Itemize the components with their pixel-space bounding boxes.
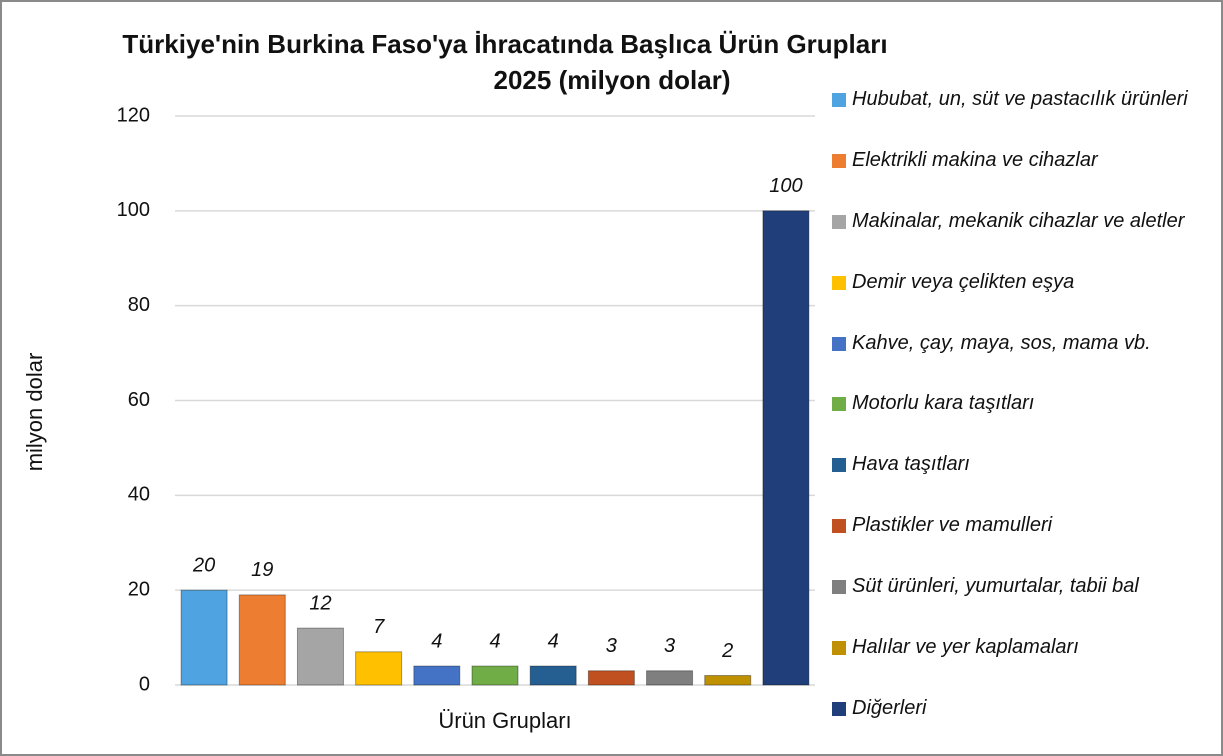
legend-item: Demir veya çelikten eşya <box>832 267 1217 298</box>
legend-swatch <box>832 275 846 290</box>
data-label: 20 <box>192 554 215 576</box>
y-tick-label: 100 <box>117 199 150 221</box>
bar <box>529 665 577 686</box>
y-axis-label: milyon dolar <box>22 353 47 472</box>
legend-swatch <box>832 153 846 168</box>
data-label: 19 <box>251 559 273 581</box>
bar <box>646 670 694 686</box>
data-label: 12 <box>309 592 331 614</box>
data-label: 2 <box>721 640 733 662</box>
legend-label: Halılar ve yer kaplamaları <box>852 636 1079 659</box>
x-axis-label: Ürün Grupları <box>438 708 571 733</box>
legend-swatch <box>832 519 846 534</box>
legend-label: Hava taşıtları <box>852 453 970 476</box>
bar <box>413 665 461 686</box>
bar <box>296 627 344 686</box>
data-label: 4 <box>548 630 559 652</box>
legend-swatch <box>832 580 846 595</box>
legend-item: Motorlu kara taşıtları <box>832 388 1217 419</box>
data-label: 4 <box>431 630 442 652</box>
legend-item: Diğerleri <box>832 693 1217 724</box>
legend-swatch <box>832 641 846 656</box>
y-tick-label: 60 <box>128 389 150 411</box>
data-label: 3 <box>664 635 675 657</box>
legend-item: Hububat, un, süt ve pastacılık ürünleri <box>832 84 1217 115</box>
y-tick-label: 120 <box>117 104 150 126</box>
legend-label: Plastikler ve mamulleri <box>852 514 1053 537</box>
bar <box>355 651 403 686</box>
y-tick-label: 20 <box>128 578 150 600</box>
legend-swatch <box>832 701 846 716</box>
data-label: 3 <box>606 635 617 657</box>
chart-title: Türkiye'nin Burkina Faso'ya İhracatında … <box>122 29 887 59</box>
y-tick-label: 40 <box>128 484 150 506</box>
legend-item: Kahve, çay, maya, sos, mama vb. <box>832 328 1217 359</box>
data-label: 7 <box>373 616 385 638</box>
legend-label: Süt ürünleri, yumurtalar, tabii bal <box>852 575 1139 598</box>
legend-swatch <box>832 93 846 107</box>
chart-title: 2025 (milyon dolar) <box>494 65 731 95</box>
legend-item: Halılar ve yer kaplamaları <box>832 632 1217 663</box>
legend-item: Makinalar, mekanik cihazlar ve aletler <box>832 206 1217 237</box>
legend-item: Süt ürünleri, yumurtalar, tabii bal <box>832 571 1217 602</box>
legend-item: Elektrikli makina ve cihazlar <box>832 145 1217 176</box>
legend: Hububat, un, süt ve pastacılık ürünleri E… <box>832 84 1217 724</box>
legend-swatch <box>832 458 846 473</box>
bar <box>238 594 286 686</box>
bar <box>180 589 228 686</box>
legend-swatch <box>832 397 846 412</box>
bar <box>587 670 635 686</box>
legend-label: Makinalar, mekanik cihazlar ve aletler <box>852 209 1185 232</box>
data-label: 100 <box>769 175 802 197</box>
y-tick-label: 80 <box>128 294 150 316</box>
legend-swatch <box>832 336 846 351</box>
data-label: 4 <box>489 630 500 652</box>
legend-label: Elektrikli makina ve cihazlar <box>852 148 1098 171</box>
bar <box>471 665 519 686</box>
bar <box>704 675 752 686</box>
legend-label: Demir veya çelikten eşya <box>852 270 1075 293</box>
legend-item: Plastikler ve mamulleri <box>832 510 1217 541</box>
y-tick-label: 0 <box>139 673 150 695</box>
legend-label: Kahve, çay, maya, sos, mama vb. <box>852 331 1151 354</box>
legend-item: Hava taşıtları <box>832 449 1217 480</box>
legend-label: Hububat, un, süt ve pastacılık ürünleri <box>852 88 1188 110</box>
legend-label: Motorlu kara taşıtları <box>852 392 1035 415</box>
bar <box>762 210 810 686</box>
legend-swatch <box>832 214 846 229</box>
legend-label: Diğerleri <box>852 696 927 719</box>
